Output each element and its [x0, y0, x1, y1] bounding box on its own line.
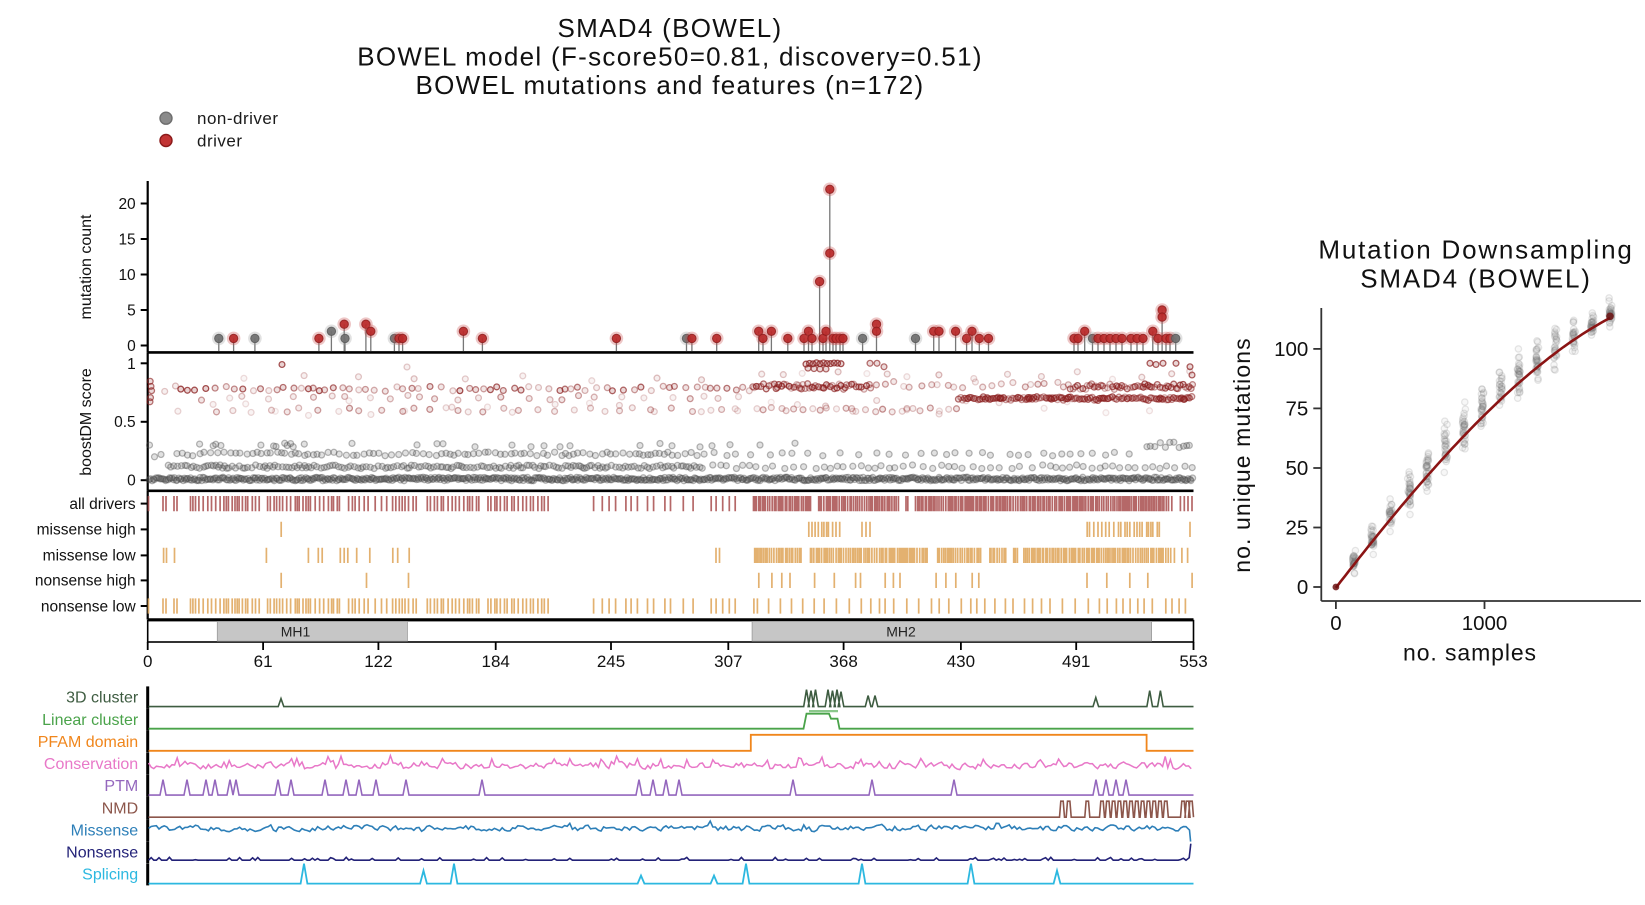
svg-text:0: 0 [1297, 576, 1308, 599]
svg-text:10: 10 [118, 267, 136, 284]
svg-text:25: 25 [1285, 517, 1308, 540]
svg-text:Splicing: Splicing [82, 867, 138, 884]
svg-text:553: 553 [1179, 652, 1207, 671]
svg-text:15: 15 [118, 232, 135, 249]
svg-text:PTM: PTM [104, 778, 138, 795]
svg-text:SMAD4 (BOWEL): SMAD4 (BOWEL) [1360, 264, 1591, 294]
svg-text:nonsense high: nonsense high [35, 573, 136, 590]
svg-text:boostDM score: boostDM score [78, 368, 95, 476]
svg-text:61: 61 [254, 652, 273, 671]
svg-text:Mutation Downsampling: Mutation Downsampling [1318, 235, 1633, 265]
svg-text:missense high: missense high [37, 522, 136, 539]
svg-text:NMD: NMD [102, 800, 138, 817]
svg-text:Missense: Missense [71, 822, 139, 839]
svg-text:non-driver: non-driver [197, 109, 279, 128]
svg-text:50: 50 [1285, 457, 1308, 480]
svg-text:BOWEL mutations and features (: BOWEL mutations and features (n=172) [415, 70, 924, 100]
svg-text:5: 5 [127, 303, 136, 320]
svg-text:BOWEL model (F-score50=0.81, d: BOWEL model (F-score50=0.81, discovery=0… [357, 42, 983, 72]
svg-text:491: 491 [1062, 652, 1090, 671]
svg-text:nonsense low: nonsense low [41, 598, 137, 615]
svg-text:1000: 1000 [1462, 612, 1508, 635]
svg-text:0: 0 [143, 652, 152, 671]
svg-text:0: 0 [127, 338, 136, 355]
svg-text:0: 0 [127, 473, 136, 490]
svg-text:PFAM domain: PFAM domain [38, 734, 138, 751]
svg-text:0: 0 [1330, 612, 1341, 635]
svg-text:184: 184 [482, 652, 510, 671]
svg-text:75: 75 [1285, 397, 1308, 420]
svg-text:no. samples: no. samples [1403, 640, 1537, 666]
svg-text:20: 20 [118, 196, 136, 213]
svg-text:430: 430 [947, 652, 975, 671]
svg-text:122: 122 [364, 652, 392, 671]
svg-text:MH1: MH1 [281, 624, 311, 640]
svg-text:driver: driver [197, 131, 243, 150]
svg-text:missense low: missense low [43, 548, 137, 565]
svg-text:245: 245 [597, 652, 625, 671]
svg-text:3D cluster: 3D cluster [66, 690, 139, 707]
svg-text:Nonsense: Nonsense [66, 845, 138, 862]
svg-text:SMAD4 (BOWEL): SMAD4 (BOWEL) [558, 13, 783, 43]
svg-text:no. unique mutations: no. unique mutations [1229, 337, 1255, 573]
svg-text:mutation count: mutation count [78, 214, 95, 320]
svg-text:MH2: MH2 [886, 624, 916, 640]
svg-text:1: 1 [127, 356, 136, 373]
svg-text:Conservation: Conservation [44, 756, 138, 773]
svg-text:Linear cluster: Linear cluster [42, 712, 139, 729]
svg-text:0.5: 0.5 [114, 414, 136, 431]
svg-text:all drivers: all drivers [69, 496, 136, 513]
svg-text:307: 307 [714, 652, 742, 671]
svg-text:368: 368 [829, 652, 857, 671]
svg-text:100: 100 [1274, 338, 1308, 361]
